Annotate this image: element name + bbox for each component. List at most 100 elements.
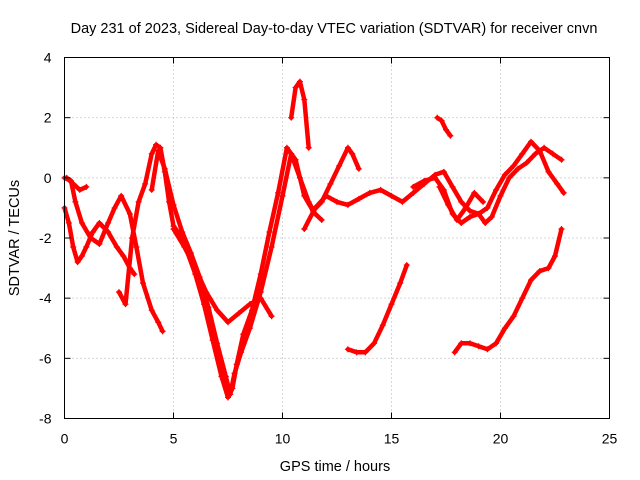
data-point bbox=[510, 162, 517, 169]
data-point bbox=[318, 216, 325, 223]
data-point bbox=[257, 295, 264, 302]
data-point bbox=[421, 177, 428, 184]
series-line bbox=[302, 139, 566, 232]
data-point bbox=[327, 180, 334, 187]
data-point bbox=[510, 313, 517, 320]
data-point bbox=[493, 340, 500, 347]
track-2 bbox=[61, 174, 166, 335]
data-point bbox=[129, 235, 136, 241]
series-line bbox=[411, 145, 564, 226]
data-point bbox=[323, 192, 330, 199]
data-point bbox=[72, 198, 79, 205]
data-point bbox=[246, 301, 253, 308]
data-point bbox=[536, 268, 543, 275]
data-point bbox=[148, 307, 155, 314]
data-point bbox=[70, 180, 77, 187]
data-point bbox=[552, 253, 558, 260]
data-point bbox=[519, 295, 526, 302]
data-point bbox=[523, 159, 530, 166]
data-point bbox=[238, 349, 245, 356]
data-point bbox=[447, 132, 454, 139]
data-point bbox=[388, 301, 395, 308]
axis-ticks: 0 5 10 15 20 25 -8 -6 -4 -2 0 2 4 bbox=[39, 50, 617, 447]
data-point bbox=[122, 301, 129, 308]
data-point bbox=[288, 114, 295, 121]
data-point bbox=[157, 144, 164, 151]
x-tick-label: 10 bbox=[275, 431, 291, 447]
series-line bbox=[64, 175, 89, 193]
data-point bbox=[484, 346, 491, 353]
data-point bbox=[488, 213, 495, 220]
data-point bbox=[83, 183, 90, 190]
data-point bbox=[283, 144, 290, 151]
x-tick-label: 0 bbox=[61, 431, 69, 447]
y-tick-label: 4 bbox=[44, 50, 52, 66]
data-point bbox=[89, 228, 96, 235]
data-point bbox=[246, 325, 253, 332]
data-point bbox=[296, 78, 303, 85]
data-point bbox=[458, 219, 465, 226]
data-point bbox=[214, 340, 221, 347]
data-point bbox=[545, 265, 552, 272]
y-tick-label: -8 bbox=[39, 411, 52, 427]
y-tick-label: -6 bbox=[39, 350, 52, 366]
data-point bbox=[148, 186, 155, 193]
data-point bbox=[192, 265, 199, 272]
data-point bbox=[379, 322, 386, 329]
data-point bbox=[528, 138, 535, 145]
data-point bbox=[560, 189, 567, 196]
data-point bbox=[288, 150, 295, 157]
data-point bbox=[78, 253, 85, 260]
data-point bbox=[155, 147, 162, 154]
data-point bbox=[541, 144, 548, 151]
data-point bbox=[451, 349, 458, 356]
data-point bbox=[449, 183, 456, 190]
data-point bbox=[558, 156, 565, 163]
data-point bbox=[159, 328, 166, 335]
y-tick-label: -4 bbox=[39, 290, 52, 306]
data-point bbox=[305, 198, 312, 205]
data-point bbox=[366, 189, 373, 196]
data-point bbox=[453, 216, 460, 223]
data-point bbox=[275, 189, 282, 196]
data-point bbox=[116, 289, 122, 296]
data-point bbox=[362, 349, 369, 356]
series-line bbox=[452, 226, 564, 355]
track-7 bbox=[288, 78, 312, 151]
data-point bbox=[131, 271, 138, 278]
data-point bbox=[344, 201, 351, 208]
series-line bbox=[149, 148, 324, 397]
data-point bbox=[155, 319, 162, 326]
data-point bbox=[410, 183, 417, 190]
series-line bbox=[437, 184, 486, 223]
data-point bbox=[434, 114, 441, 121]
data-point bbox=[225, 394, 231, 401]
data-point bbox=[471, 189, 478, 196]
data-point bbox=[482, 219, 489, 226]
data-point bbox=[334, 198, 340, 205]
data-point bbox=[203, 289, 210, 296]
data-point bbox=[87, 235, 94, 241]
grid bbox=[64, 57, 610, 419]
track-11 bbox=[434, 114, 454, 139]
data-point bbox=[371, 340, 378, 347]
data-point bbox=[344, 346, 351, 353]
data-point bbox=[257, 271, 264, 278]
series-line bbox=[288, 79, 311, 151]
data-point bbox=[475, 343, 482, 350]
data-point bbox=[462, 204, 469, 211]
data-point bbox=[436, 183, 443, 190]
data-point bbox=[336, 162, 343, 169]
track-13 bbox=[451, 225, 565, 356]
data-point bbox=[231, 370, 238, 377]
data-point bbox=[440, 168, 447, 175]
data-point bbox=[225, 319, 231, 326]
data-point bbox=[438, 117, 445, 124]
data-point bbox=[96, 219, 103, 226]
track-12 bbox=[344, 262, 410, 356]
data-point bbox=[466, 340, 473, 347]
data-point bbox=[466, 207, 473, 214]
data-point bbox=[268, 244, 275, 251]
data-point bbox=[532, 150, 539, 157]
